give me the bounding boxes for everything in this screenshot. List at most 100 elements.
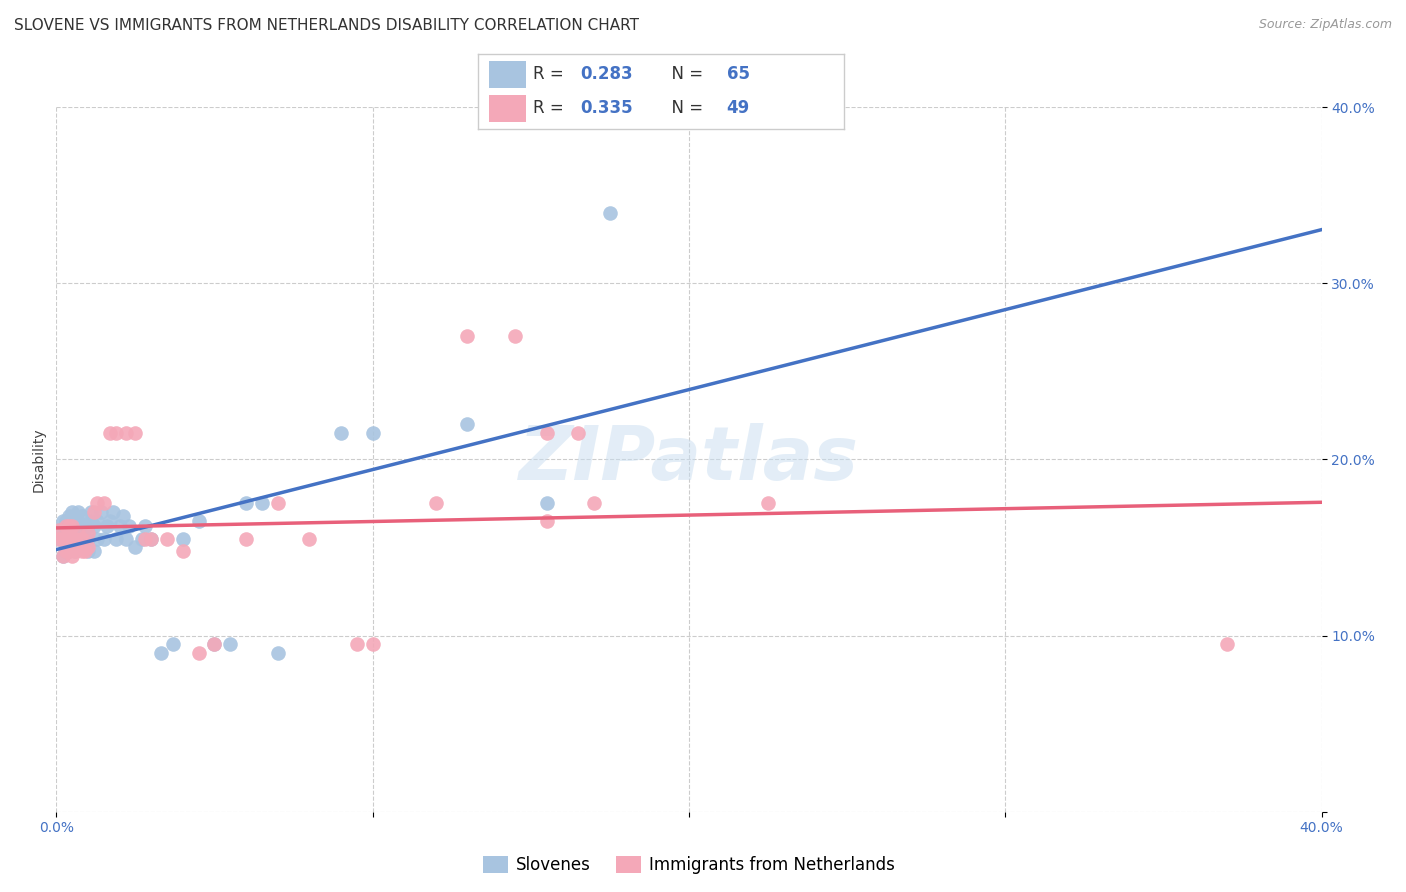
Point: [70, 532, 93, 546]
Point: [67, 514, 90, 528]
Point: [202, 637, 225, 651]
Point: [58, 532, 80, 546]
Point: [76, 526, 98, 541]
Text: N =: N =: [661, 100, 709, 118]
Text: Source: ZipAtlas.com: Source: ZipAtlas.com: [1258, 18, 1392, 31]
Point: [1215, 637, 1237, 651]
Point: [48, 532, 70, 546]
Point: [48, 523, 70, 537]
Point: [298, 532, 321, 546]
Point: [65, 532, 87, 546]
Point: [60, 519, 83, 533]
Point: [67, 505, 90, 519]
Point: [141, 532, 162, 546]
Point: [55, 532, 77, 546]
Text: SLOVENE VS IMMIGRANTS FROM NETHERLANDS DISABILITY CORRELATION CHART: SLOVENE VS IMMIGRANTS FROM NETHERLANDS D…: [14, 18, 640, 33]
Point: [756, 496, 779, 510]
Point: [70, 532, 93, 546]
Point: [73, 532, 96, 546]
Point: [67, 526, 90, 541]
Point: [536, 425, 558, 440]
Point: [55, 544, 77, 558]
Point: [55, 532, 77, 546]
Point: [599, 205, 621, 219]
Point: [83, 519, 105, 533]
Point: [48, 532, 70, 546]
Point: [67, 526, 90, 541]
Point: [329, 425, 352, 440]
Point: [83, 544, 105, 558]
Bar: [489, 62, 526, 87]
Point: [96, 519, 118, 533]
Legend: Slovenes, Immigrants from Netherlands: Slovenes, Immigrants from Netherlands: [482, 855, 896, 874]
Point: [70, 508, 93, 523]
Text: ZIPatlas: ZIPatlas: [519, 423, 859, 496]
Point: [52, 549, 75, 564]
Point: [456, 417, 478, 431]
Point: [55, 514, 77, 528]
Point: [93, 532, 115, 546]
Point: [48, 523, 70, 537]
Point: [124, 425, 146, 440]
Point: [52, 514, 75, 528]
Point: [267, 646, 290, 660]
Point: [105, 532, 128, 546]
Point: [86, 514, 108, 528]
Point: [202, 637, 225, 651]
Point: [52, 532, 75, 546]
Point: [108, 519, 131, 533]
Text: 0.283: 0.283: [581, 65, 633, 83]
Point: [103, 505, 124, 519]
Point: [76, 519, 98, 533]
Point: [105, 425, 128, 440]
Point: [52, 549, 75, 564]
Point: [58, 544, 80, 558]
Point: [111, 508, 134, 523]
Point: [55, 519, 77, 533]
Point: [86, 496, 108, 510]
Point: [187, 646, 209, 660]
Point: [67, 541, 90, 555]
Point: [536, 514, 558, 528]
Point: [149, 646, 172, 660]
Point: [55, 523, 77, 537]
Text: 65: 65: [727, 65, 749, 83]
Point: [76, 532, 98, 546]
Point: [65, 544, 87, 558]
Text: N =: N =: [661, 65, 709, 83]
Point: [141, 532, 162, 546]
Point: [503, 329, 526, 343]
Y-axis label: Disability: Disability: [31, 427, 45, 491]
Point: [65, 519, 87, 533]
Bar: [489, 95, 526, 122]
Point: [60, 532, 83, 546]
Point: [361, 637, 384, 651]
Point: [124, 541, 146, 555]
Point: [582, 496, 605, 510]
Point: [456, 329, 478, 343]
Point: [131, 532, 153, 546]
Point: [172, 544, 194, 558]
Point: [267, 496, 290, 510]
Point: [134, 519, 156, 533]
Point: [58, 532, 80, 546]
Point: [118, 519, 141, 533]
Point: [235, 496, 257, 510]
Point: [114, 532, 138, 546]
Point: [187, 514, 209, 528]
Point: [80, 514, 103, 528]
Point: [76, 544, 98, 558]
Point: [60, 549, 83, 564]
Point: [70, 519, 93, 533]
Point: [156, 532, 179, 546]
Point: [235, 532, 257, 546]
Point: [250, 496, 273, 510]
Point: [60, 519, 83, 533]
Point: [73, 544, 96, 558]
Point: [65, 544, 87, 558]
Point: [86, 532, 108, 546]
Point: [60, 541, 83, 555]
Point: [52, 532, 75, 546]
Point: [134, 532, 156, 546]
Point: [65, 532, 87, 546]
